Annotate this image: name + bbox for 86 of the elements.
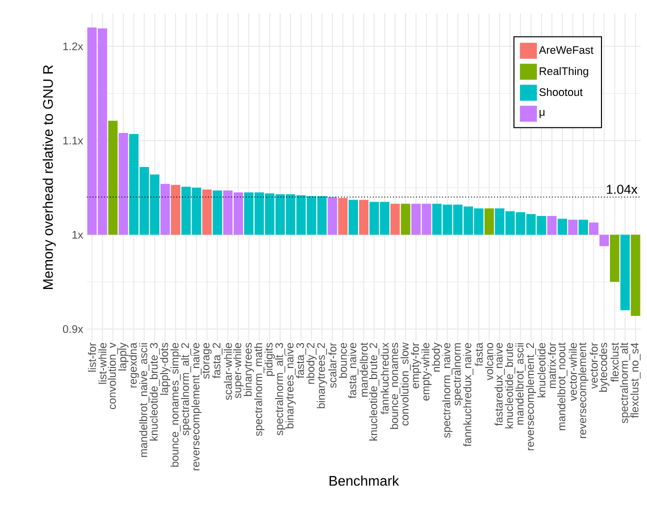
- y-tick-label: 1.1x: [63, 136, 84, 144]
- x-tick-label: flexclust_no_s4: [630, 342, 641, 418]
- legend-label: RealThing: [540, 67, 588, 78]
- x-tick-label: mandelbrot_ascii: [516, 343, 526, 425]
- bar: [547, 216, 557, 235]
- bar: [108, 120, 118, 235]
- legend-label: Shootout: [539, 88, 583, 96]
- x-tick-label: spectralnorm: [452, 343, 463, 406]
- x-tick-label: reversecomplement_naive: [191, 343, 202, 470]
- x-tick-label: knucleotide: [537, 343, 546, 398]
- x-tick-label: knucleotide_brute: [505, 343, 516, 428]
- bar: [160, 184, 170, 235]
- x-tick-label: mandelbrot_naive_ascii: [139, 343, 150, 457]
- x-tick-label: reversecomplement_2: [526, 343, 536, 450]
- bar: [348, 200, 358, 235]
- x-tick-label: mandelbrot: [360, 342, 368, 397]
- y-tick-label: 1x: [72, 231, 84, 239]
- x-tick-label: bounce_nonames: [390, 342, 400, 429]
- x-tick-label: spectralnorm_math: [254, 343, 264, 436]
- bar: [630, 234, 640, 316]
- y-tick-label: 0.9x: [62, 325, 84, 333]
- y-tick-label: 1.2x: [63, 42, 84, 50]
- x-tick-label: fannkuchredux_naive: [463, 343, 474, 447]
- x-tick-label: binarytrees_naive: [285, 343, 296, 428]
- legend-label: μ: [540, 110, 544, 118]
- x-tick-label: nbody_2: [306, 343, 317, 384]
- x-tick-label: spectralnorm_alt_3: [275, 343, 286, 436]
- x-tick-label: volcano: [485, 342, 494, 380]
- bar: [484, 208, 494, 235]
- bar: [170, 184, 180, 235]
- bar: [589, 222, 598, 235]
- x-tick-label: knucleotide_brute_2: [369, 343, 380, 440]
- x-tick-label: super-while: [233, 343, 244, 398]
- y-axis-title: Memory overhead relative to GNU R: [42, 65, 56, 289]
- bar: [338, 198, 348, 235]
- x-tick-label: spectralnorm_alt_2: [180, 343, 192, 436]
- bar: [328, 197, 338, 235]
- bar: [568, 220, 578, 235]
- x-tick-label: fastaredux_naive: [494, 343, 505, 426]
- x-tick-label: bounce_nonames_simple: [170, 343, 181, 467]
- x-tick-label: knucleotide_brute_3: [150, 343, 160, 440]
- bar: [610, 234, 620, 282]
- x-tick-label: storage: [202, 342, 212, 379]
- x-tick-label: vector-for: [590, 342, 598, 389]
- bar: [620, 234, 630, 310]
- x-tick-label: convolution_v: [108, 342, 118, 410]
- x-tick-label: flexclust: [610, 342, 619, 382]
- bar: [359, 200, 368, 235]
- x-tick-label: mandelbrot_noout: [557, 342, 568, 430]
- bar: [578, 220, 588, 235]
- bar: [558, 218, 568, 235]
- bar: [390, 204, 400, 235]
- bar: [400, 204, 410, 235]
- bar: [599, 234, 609, 246]
- x-tick-label: spectralnorm_naive: [442, 343, 452, 438]
- x-tick-label: spectralnorm_alt: [620, 342, 630, 424]
- x-tick-label: lapply-dots: [160, 342, 170, 395]
- x-tick-label: empty-while: [421, 343, 432, 400]
- x-tick-label: nbody: [432, 342, 442, 372]
- x-tick-label: binarytrees_2: [316, 343, 328, 408]
- x-tick-label: regexdna: [128, 342, 139, 388]
- x-tick-label: list-while: [98, 343, 106, 384]
- x-axis-title: Benchmark: [330, 476, 400, 486]
- ref-line-label: 1.04x: [606, 184, 638, 194]
- x-tick-label: binarytrees: [244, 342, 254, 396]
- x-tick-label: matrix-for: [548, 342, 556, 388]
- x-tick-label: vector-while: [568, 343, 577, 401]
- x-tick-label: convolution_slow: [400, 342, 411, 426]
- x-tick-label: reversecomplement: [578, 342, 588, 438]
- x-tick-label: list-for: [88, 342, 96, 372]
- x-tick-label: scalar-while: [224, 343, 232, 400]
- x-tick-label: empty-for: [410, 342, 422, 388]
- x-tick-label: lapply: [118, 342, 128, 370]
- bar: [212, 190, 222, 235]
- x-tick-label: fasta_naive: [348, 342, 358, 398]
- x-tick-label: bytecodes: [599, 342, 610, 392]
- bar: [202, 190, 212, 235]
- legend-label: AreWeFast: [538, 46, 594, 54]
- bar: [118, 133, 128, 235]
- x-tick-label: bounce: [338, 342, 347, 378]
- x-tick-label: fasta_3: [296, 342, 306, 378]
- x-tick-label: fannkuchredux: [380, 342, 389, 414]
- x-tick-label: pidigits: [264, 342, 275, 376]
- x-tick-label: fasta_2: [212, 343, 222, 378]
- x-tick-label: fasta: [474, 342, 483, 366]
- x-tick-label: scalar-for: [328, 342, 336, 388]
